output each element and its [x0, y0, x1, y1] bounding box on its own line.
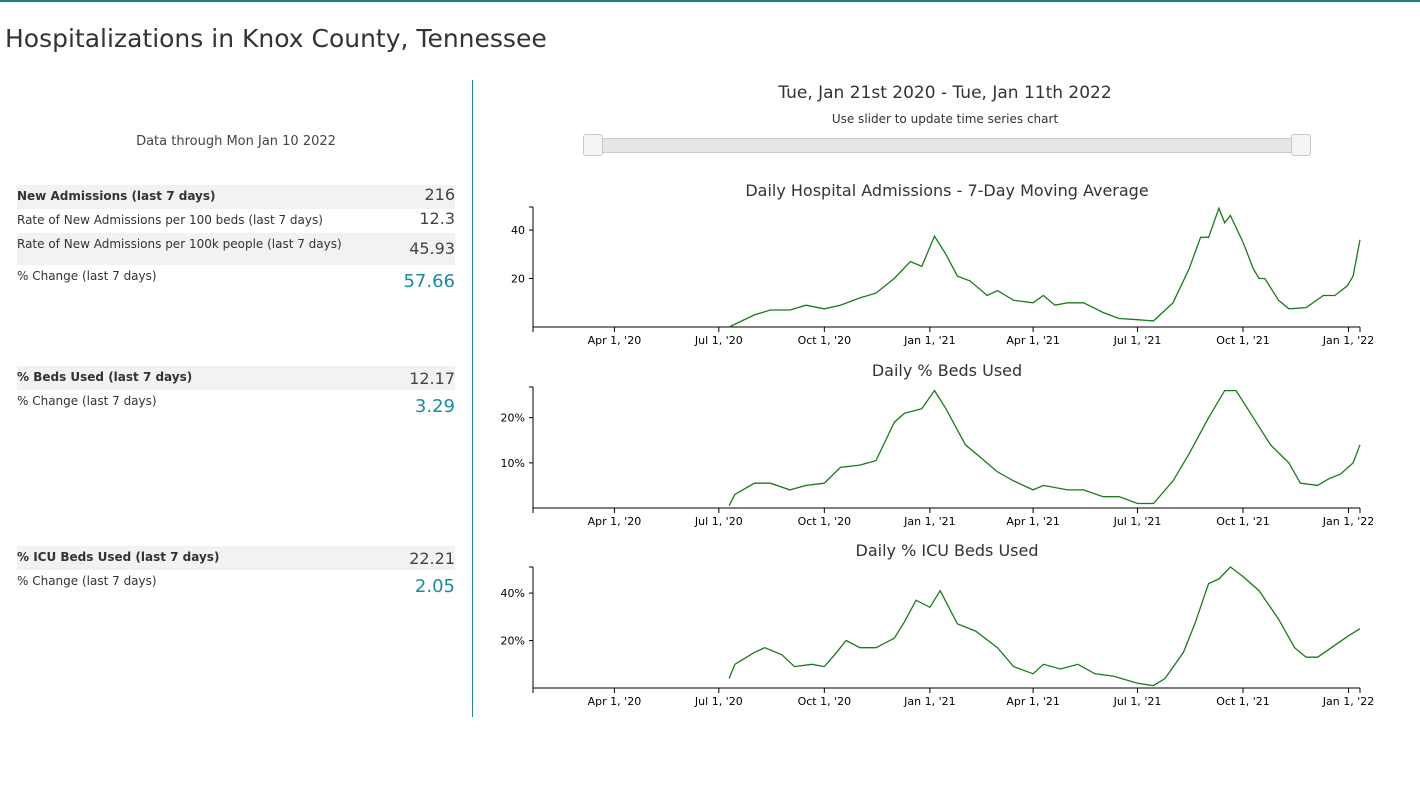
row-label: Rate of New Admissions per 100 beds (las…	[17, 213, 323, 227]
beds-summary: % Beds Used (last 7 days) 12.17 % Change …	[17, 366, 455, 420]
x-tick-label: Apr 1, '20	[588, 515, 642, 528]
x-tick-label: Jan 1, '21	[903, 515, 955, 528]
y-tick-label: 10%	[501, 457, 525, 470]
series-line	[728, 566, 1361, 687]
chart-title-beds: Daily % Beds Used	[871, 361, 1023, 380]
chart-title-icu: Daily % ICU Beds Used	[855, 541, 1039, 560]
x-tick-label: Oct 1, '21	[1216, 515, 1270, 528]
row-label: % Change (last 7 days)	[17, 269, 157, 283]
row-value: 3.29	[414, 396, 455, 417]
x-tick-label: Jan 1, '21	[903, 334, 955, 347]
data-through-label: Data through Mon Jan 10 2022	[136, 134, 336, 149]
x-tick-label: Jul 1, '20	[694, 515, 743, 528]
date-range-label: Tue, Jan 21st 2020 - Tue, Jan 11th 2022	[778, 83, 1112, 103]
x-tick-label: Apr 1, '21	[1006, 695, 1060, 708]
y-tick-label: 20	[511, 273, 525, 286]
y-tick-label: 20%	[501, 635, 525, 648]
summary-row: Rate of New Admissions per 100 beds (las…	[17, 209, 455, 233]
series-line	[728, 206, 1361, 328]
y-tick-label: 40	[511, 224, 525, 237]
row-value: 57.66	[403, 271, 455, 292]
x-tick-label: Oct 1, '21	[1216, 334, 1270, 347]
x-tick-label: Jan 1, '22	[1322, 695, 1374, 708]
x-tick-label: Oct 1, '20	[798, 515, 852, 528]
admissions-summary: New Admissions (last 7 days) 216 Rate of …	[17, 185, 455, 295]
top-border	[0, 0, 1420, 2]
summary-row: Rate of New Admissions per 100k people (…	[17, 233, 455, 265]
x-tick-label: Jan 1, '21	[903, 695, 955, 708]
row-label: % Change (last 7 days)	[17, 574, 157, 588]
page-title: Hospitalizations in Knox County, Tenness…	[5, 24, 547, 53]
x-tick-label: Jul 1, '21	[1113, 334, 1162, 347]
summary-row: % Change (last 7 days) 3.29	[17, 390, 455, 420]
x-tick-label: Jul 1, '20	[694, 334, 743, 347]
series-line	[728, 389, 1361, 506]
x-tick-label: Jan 1, '22	[1322, 515, 1374, 528]
summary-row: New Admissions (last 7 days) 216	[17, 185, 455, 209]
row-label: Rate of New Admissions per 100k people (…	[17, 237, 342, 251]
y-tick-label: 20%	[501, 412, 525, 425]
x-tick-label: Jul 1, '21	[1113, 695, 1162, 708]
row-value: 12.17	[409, 369, 455, 388]
x-tick-label: Oct 1, '21	[1216, 695, 1270, 708]
row-label: % Beds Used (last 7 days)	[17, 370, 193, 384]
row-value: 12.3	[419, 209, 455, 228]
x-tick-label: Jan 1, '22	[1322, 334, 1374, 347]
slider-end-handle[interactable]	[1291, 134, 1311, 156]
x-tick-label: Apr 1, '21	[1006, 334, 1060, 347]
x-tick-label: Jul 1, '20	[694, 695, 743, 708]
x-tick-label: Oct 1, '20	[798, 695, 852, 708]
x-tick-label: Apr 1, '21	[1006, 515, 1060, 528]
row-value: 2.05	[414, 576, 455, 597]
row-value: 216	[424, 185, 455, 204]
summary-row: % Change (last 7 days) 57.66	[17, 265, 455, 295]
row-label: % Change (last 7 days)	[17, 394, 157, 408]
y-tick-label: 40%	[501, 587, 525, 600]
x-tick-label: Apr 1, '20	[588, 695, 642, 708]
row-label: New Admissions (last 7 days)	[17, 189, 216, 203]
summary-row: % Beds Used (last 7 days) 12.17	[17, 366, 455, 390]
row-value: 22.21	[409, 549, 455, 568]
slider-hint: Use slider to update time series chart	[831, 112, 1059, 126]
row-label: % ICU Beds Used (last 7 days)	[17, 550, 220, 564]
x-tick-label: Jul 1, '21	[1113, 515, 1162, 528]
x-tick-label: Apr 1, '20	[588, 334, 642, 347]
chart-title-admissions: Daily Hospital Admissions - 7-Day Moving…	[745, 181, 1149, 200]
icu-summary: % ICU Beds Used (last 7 days) 22.21 % Cha…	[17, 546, 455, 600]
summary-row: % Change (last 7 days) 2.05	[17, 570, 455, 600]
panel-divider	[472, 80, 473, 717]
slider-start-handle[interactable]	[583, 134, 603, 156]
x-tick-label: Oct 1, '20	[798, 334, 852, 347]
row-value: 45.93	[409, 239, 455, 258]
summary-row: % ICU Beds Used (last 7 days) 22.21	[17, 546, 455, 570]
